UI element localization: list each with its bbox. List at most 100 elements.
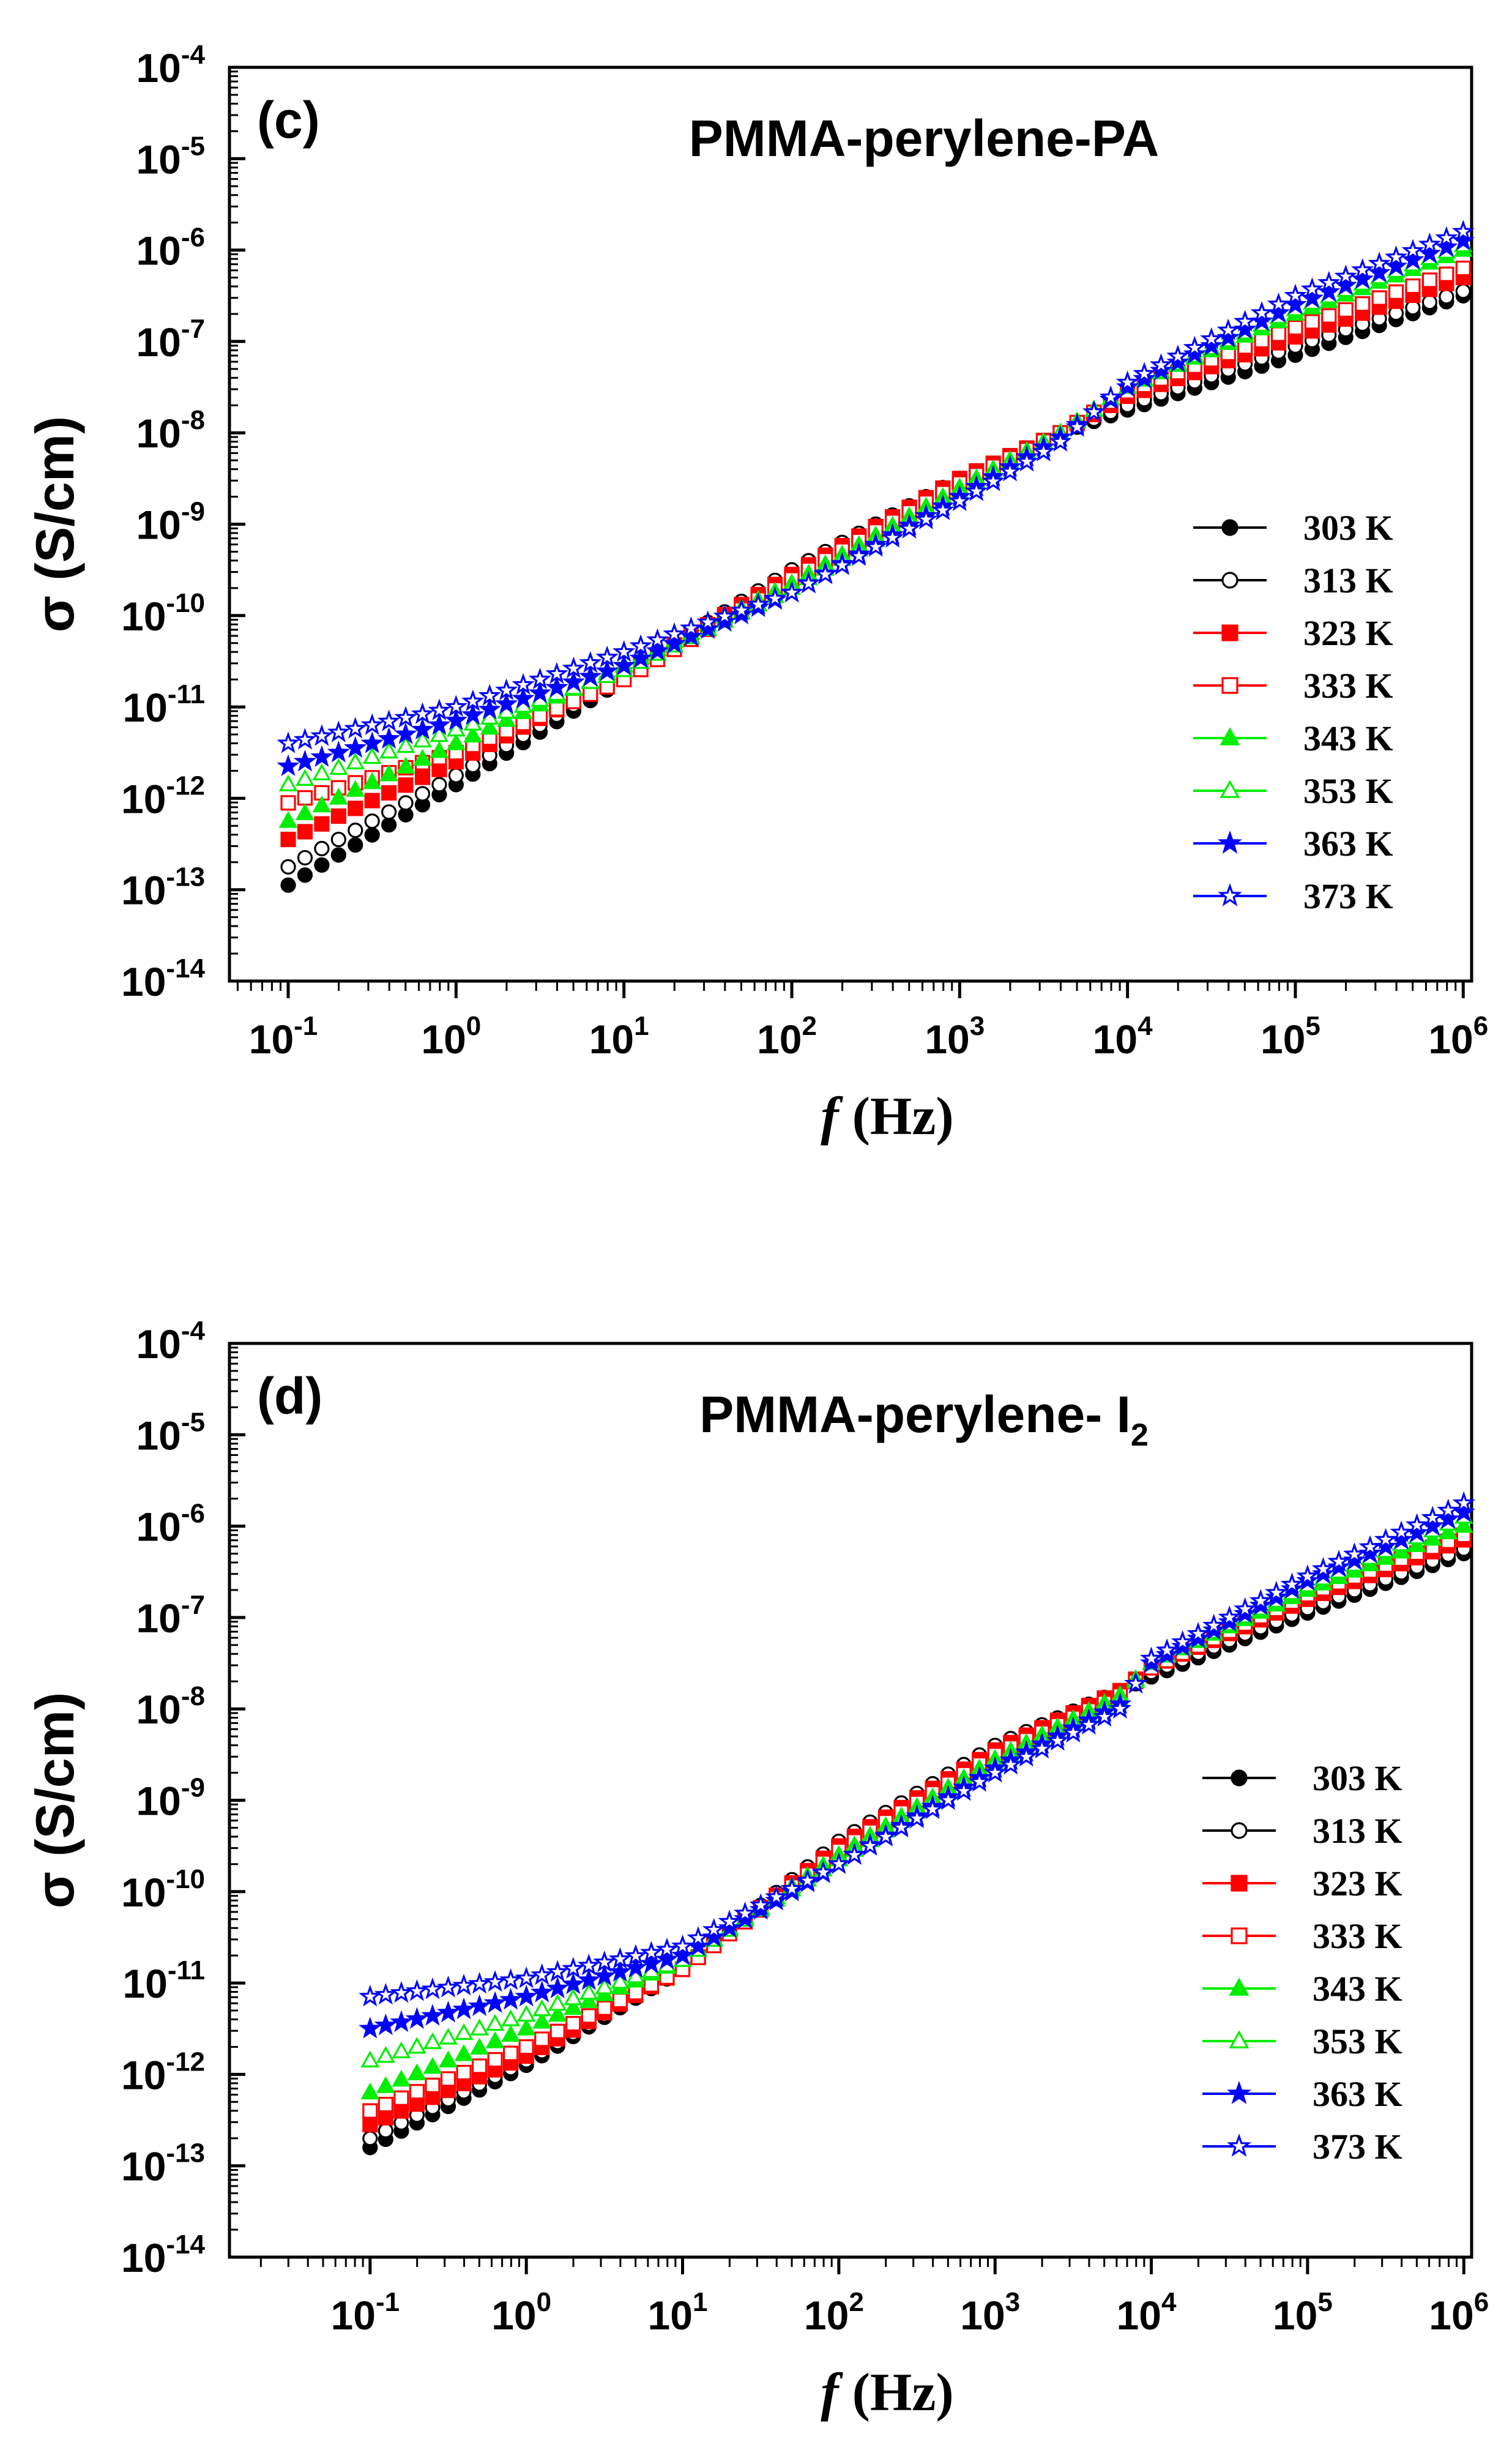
data-point (379, 741, 398, 759)
data-point (280, 877, 296, 893)
legend-marker (1229, 1977, 1249, 1996)
data-point (1015, 1744, 1038, 1767)
data-point (431, 777, 447, 793)
y-tick-label: 10-11 (122, 679, 205, 730)
data-point (577, 1968, 600, 1990)
data-point (446, 719, 466, 737)
y-tick-label: 10-12 (121, 2047, 205, 2097)
data-point (1437, 1507, 1460, 1529)
data-point (811, 1860, 835, 1883)
data-point (512, 687, 535, 709)
data-point (1358, 1535, 1382, 1557)
data-point (1115, 370, 1139, 392)
data-point (376, 2046, 395, 2063)
data-point (847, 544, 871, 566)
legend-label: 373 K (1303, 876, 1393, 916)
data-point (1155, 1638, 1179, 1660)
data-point (1421, 272, 1438, 288)
legend-label: 313 K (1313, 1811, 1402, 1851)
data-point (702, 1925, 726, 1947)
data-point (421, 1977, 444, 1999)
data-point (1452, 1500, 1475, 1523)
data-point (1421, 294, 1438, 310)
x-tick-label: 101 (589, 1011, 649, 1062)
legend-label: 363 K (1313, 2074, 1402, 2114)
legend-label: 343 K (1303, 719, 1393, 758)
legend-label: 333 K (1303, 666, 1393, 706)
data-point (360, 2082, 380, 2100)
data-point (577, 1954, 600, 1976)
data-point (348, 823, 363, 838)
data-point (277, 731, 300, 753)
data-point (1166, 350, 1190, 373)
data-point (1300, 277, 1324, 299)
chart-panel-c: 10-14 10-13 10-12 10-11 10-10 10-9 10-8 10-7 10-… (24, 40, 1488, 1146)
data-point (548, 2004, 567, 2022)
data-point (278, 774, 298, 791)
data-point (497, 710, 516, 727)
data-point (534, 2031, 550, 2047)
data-point (280, 859, 296, 875)
data-point (679, 624, 703, 647)
data-point (362, 2103, 378, 2119)
data-point (327, 720, 350, 742)
data-point (1233, 310, 1257, 332)
data-point (344, 717, 367, 739)
data-point (1343, 1542, 1366, 1564)
data-point (390, 1981, 413, 2003)
data-point (1216, 326, 1240, 348)
data-point (1250, 301, 1273, 323)
data-point (1265, 1580, 1288, 1603)
x-tick-label: 103 (960, 2287, 1020, 2338)
panel-title: PMMA-perylene-PA (689, 110, 1160, 167)
data-point (430, 741, 449, 758)
data-point (1108, 1697, 1132, 1719)
data-point (456, 2064, 472, 2081)
data-point (663, 632, 686, 654)
data-point (1284, 293, 1307, 315)
data-point (1099, 385, 1122, 408)
legend-label: 313 K (1303, 561, 1393, 600)
data-point (579, 665, 602, 687)
data-point (454, 2023, 474, 2040)
y-tick-label: 10-8 (136, 1681, 205, 1732)
data-point (396, 756, 415, 774)
data-point (376, 2076, 395, 2093)
data-point (1062, 1720, 1085, 1743)
chart-panel-d: 10-14 10-13 10-12 10-11 10-10 10-9 10-8 10-7 10-… (24, 1316, 1489, 2422)
data-point (1418, 241, 1442, 264)
data-point (562, 670, 586, 692)
data-point (546, 1960, 569, 1982)
legend-marker (1221, 519, 1238, 536)
data-point (1049, 430, 1072, 452)
x-tick-label: 100 (421, 1011, 481, 1062)
data-point (330, 831, 346, 848)
data-point (421, 2004, 444, 2026)
data-point (562, 1957, 585, 1979)
data-point (671, 1934, 695, 1957)
legend-marker (1221, 572, 1238, 589)
data-point (364, 827, 380, 843)
data-point (983, 1761, 1007, 1783)
legend-marker (1221, 677, 1238, 694)
data-point (501, 2025, 521, 2042)
data-point (663, 622, 686, 644)
data-point (392, 2069, 411, 2087)
data-point (381, 785, 397, 801)
data-point (1368, 252, 1391, 274)
data-point (381, 817, 397, 833)
data-point (346, 780, 365, 797)
y-tick-label: 10-10 (121, 1864, 205, 1915)
y-axis-title: σ (S/cm) (24, 1692, 85, 1909)
data-point (914, 507, 938, 529)
data-point (531, 1963, 554, 1985)
data-point (1401, 239, 1424, 261)
data-point (1171, 1630, 1194, 1652)
data-point (796, 1869, 819, 1891)
data-point (297, 849, 313, 866)
data-point (1317, 271, 1341, 293)
data-point (485, 2031, 505, 2048)
data-point (1421, 1506, 1444, 1528)
y-tick-label: 10-9 (136, 497, 205, 548)
